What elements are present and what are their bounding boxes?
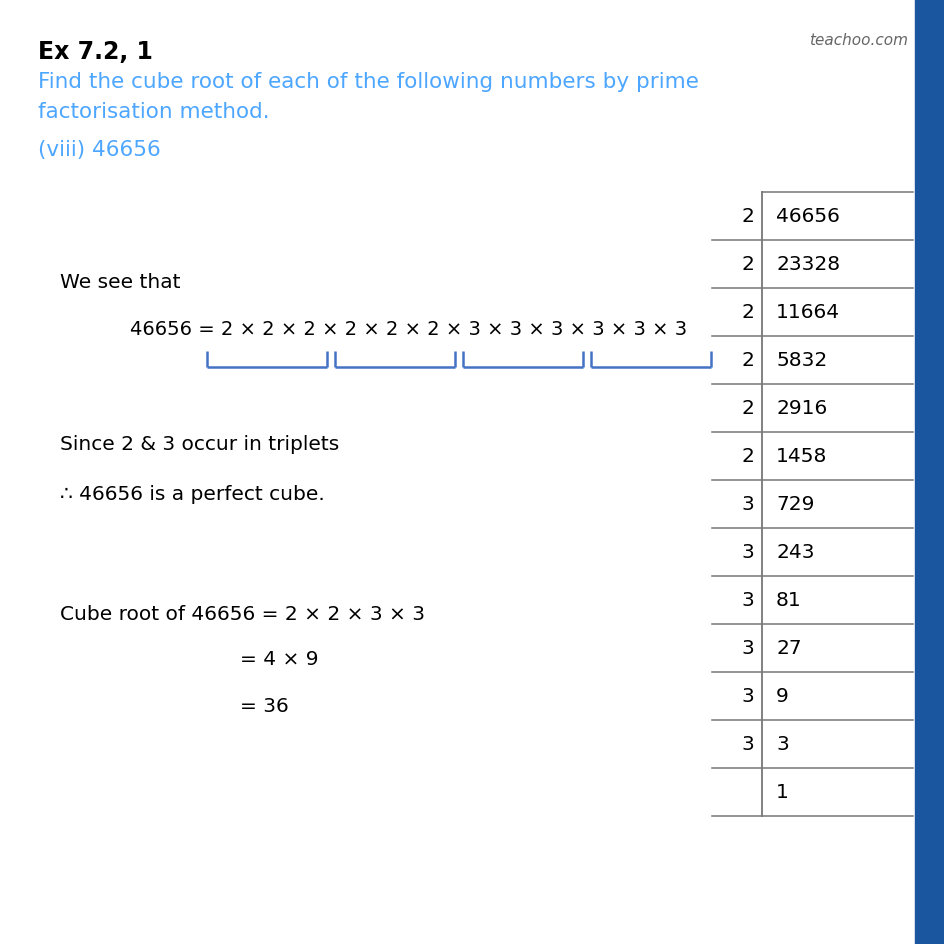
Text: ∴ 46656 is a perfect cube.: ∴ 46656 is a perfect cube. bbox=[59, 484, 325, 503]
Text: 2: 2 bbox=[740, 399, 753, 418]
Text: 3: 3 bbox=[740, 734, 753, 753]
Text: 2: 2 bbox=[740, 255, 753, 274]
Text: Cube root of 46656 = 2 × 2 × 3 × 3: Cube root of 46656 = 2 × 2 × 3 × 3 bbox=[59, 604, 425, 623]
Text: Find the cube root of each of the following numbers by prime: Find the cube root of each of the follow… bbox=[38, 72, 699, 92]
Text: 2: 2 bbox=[740, 208, 753, 227]
Text: Ex 7.2, 1: Ex 7.2, 1 bbox=[38, 40, 153, 64]
Text: 5832: 5832 bbox=[775, 351, 826, 370]
Text: 3: 3 bbox=[740, 591, 753, 610]
Text: = 36: = 36 bbox=[240, 697, 289, 716]
Text: 2: 2 bbox=[740, 303, 753, 322]
Text: 3: 3 bbox=[740, 543, 753, 562]
Text: 1: 1 bbox=[775, 783, 788, 801]
Text: 1458: 1458 bbox=[775, 447, 827, 466]
Text: 9: 9 bbox=[775, 687, 788, 706]
Text: 23328: 23328 bbox=[775, 255, 839, 274]
Text: factorisation method.: factorisation method. bbox=[38, 102, 269, 122]
Text: 3: 3 bbox=[740, 495, 753, 514]
Text: We see that: We see that bbox=[59, 273, 180, 292]
Text: Since 2 & 3 occur in triplets: Since 2 & 3 occur in triplets bbox=[59, 434, 339, 453]
Text: 243: 243 bbox=[775, 543, 814, 562]
Text: = 4 × 9: = 4 × 9 bbox=[240, 649, 318, 668]
Text: 81: 81 bbox=[775, 591, 801, 610]
Text: 27: 27 bbox=[775, 639, 801, 658]
Text: 3: 3 bbox=[775, 734, 788, 753]
Text: 3: 3 bbox=[740, 687, 753, 706]
Text: 46656 = 2 × 2 × 2 × 2 × 2 × 2 × 3 × 3 × 3 × 3 × 3 × 3: 46656 = 2 × 2 × 2 × 2 × 2 × 2 × 3 × 3 × … bbox=[130, 320, 686, 339]
Text: 729: 729 bbox=[775, 495, 814, 514]
Text: 2916: 2916 bbox=[775, 399, 826, 418]
Text: teachoo.com: teachoo.com bbox=[808, 33, 907, 48]
Text: 3: 3 bbox=[740, 639, 753, 658]
Text: 11664: 11664 bbox=[775, 303, 839, 322]
Bar bbox=[914, 0, 944, 944]
Text: 2: 2 bbox=[740, 447, 753, 466]
Text: 2: 2 bbox=[740, 351, 753, 370]
Text: (viii) 46656: (viii) 46656 bbox=[38, 140, 160, 160]
Text: 46656: 46656 bbox=[775, 208, 839, 227]
